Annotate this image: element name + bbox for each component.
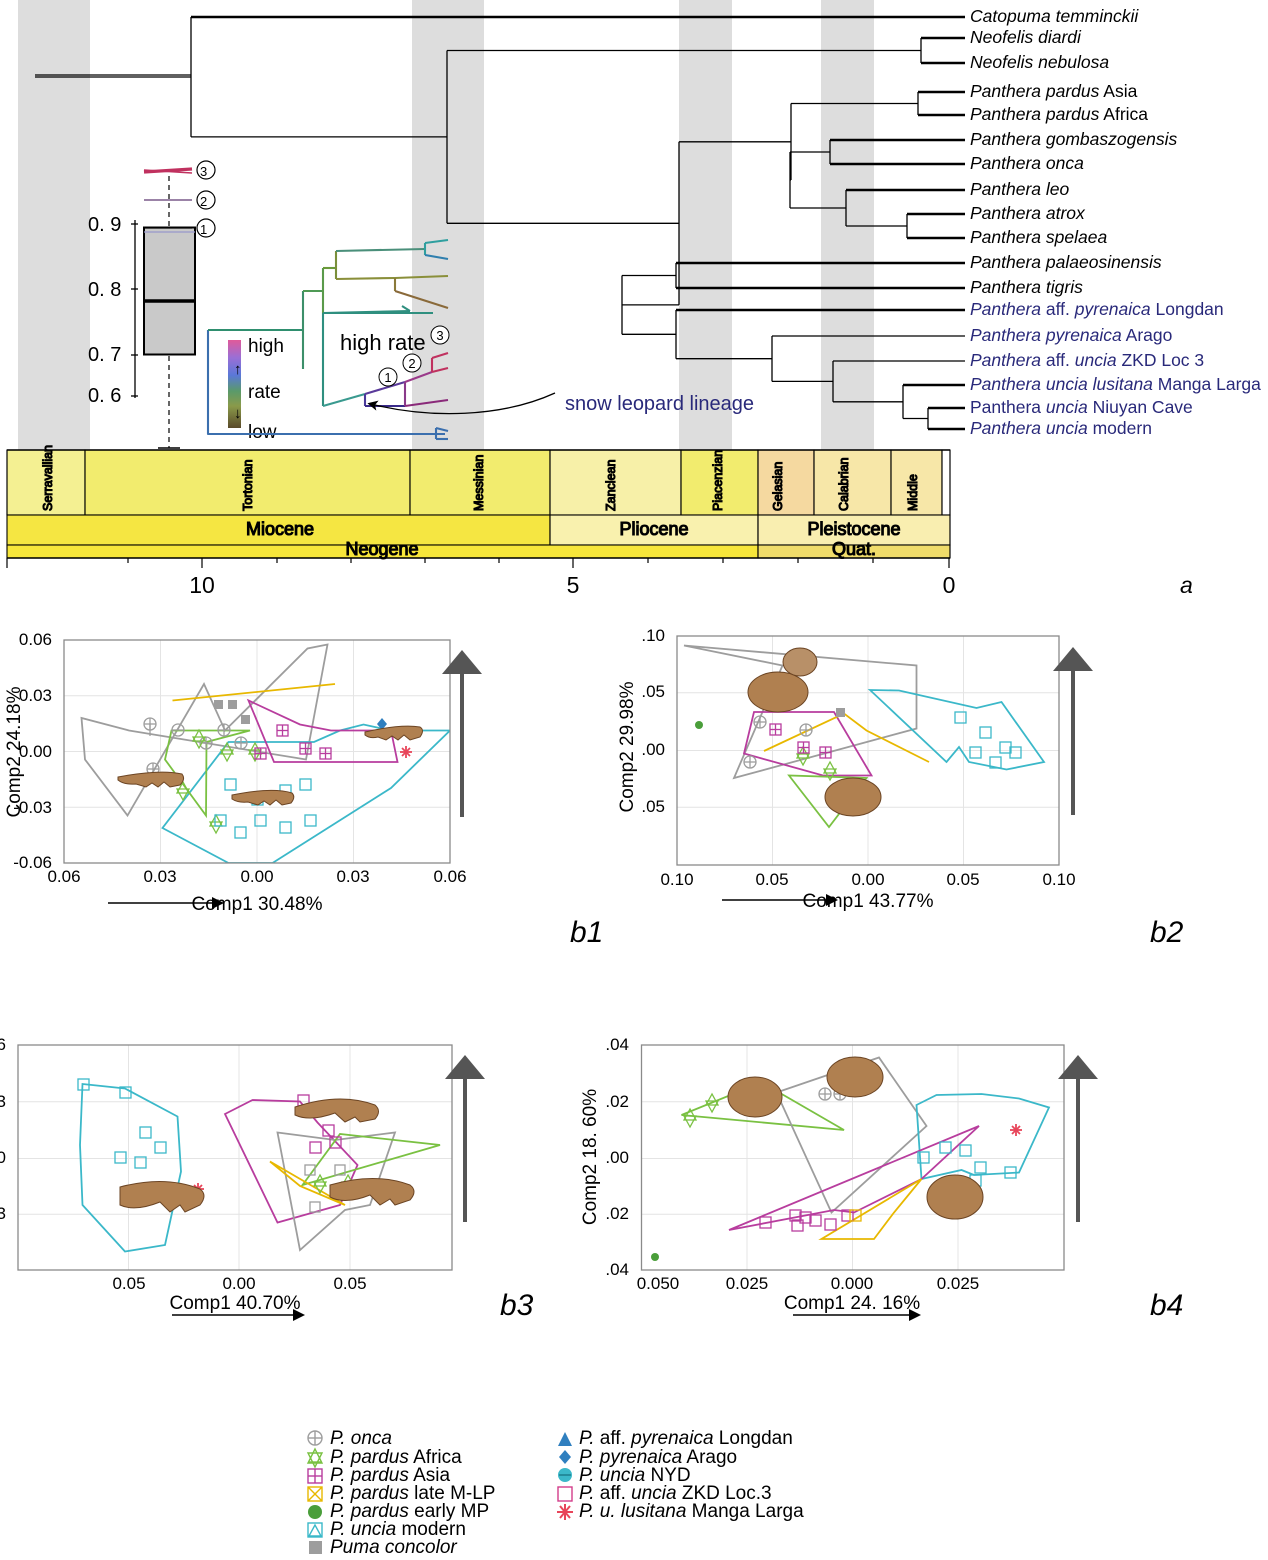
svg-text:-0.06: -0.06 bbox=[13, 853, 52, 872]
svg-text:0.06: 0.06 bbox=[433, 867, 466, 886]
svg-text:b1: b1 bbox=[570, 916, 603, 949]
svg-text:Panthera aff. pyrenaica Longda: Panthera aff. pyrenaica Longdan bbox=[970, 299, 1224, 319]
svg-text:low: low bbox=[248, 422, 277, 443]
svg-text:Neofelis nebulosa: Neofelis nebulosa bbox=[970, 52, 1109, 72]
svg-text:Panthera onca: Panthera onca bbox=[970, 153, 1084, 173]
svg-text:rate: rate bbox=[248, 382, 281, 403]
svg-text:.04: .04 bbox=[605, 1260, 629, 1279]
svg-text:0.05: 0.05 bbox=[112, 1274, 145, 1293]
svg-text:0.05: 0.05 bbox=[946, 870, 979, 889]
svg-text:0.06: 0.06 bbox=[0, 1035, 6, 1054]
svg-text:Zanclean: Zanclean bbox=[604, 460, 618, 511]
svg-text:0. 7: 0. 7 bbox=[88, 344, 121, 366]
svg-text:Calabrian: Calabrian bbox=[837, 457, 851, 511]
svg-text:Panthera leo: Panthera leo bbox=[970, 179, 1070, 199]
svg-text:.00: .00 bbox=[605, 1148, 629, 1167]
svg-text:Comp1 30.48%: Comp1 30.48% bbox=[192, 894, 323, 915]
svg-text:0.000: 0.000 bbox=[831, 1274, 874, 1293]
svg-text:0.050: 0.050 bbox=[637, 1274, 680, 1293]
svg-text:Panthera palaeosinensis: Panthera palaeosinensis bbox=[970, 252, 1162, 272]
svg-text:10: 10 bbox=[189, 572, 215, 597]
svg-text:.00: .00 bbox=[641, 740, 665, 759]
svg-text:Piacenzian: Piacenzian bbox=[711, 450, 725, 511]
svg-text:1: 1 bbox=[384, 370, 391, 385]
svg-text:Quat.: Quat. bbox=[832, 539, 876, 559]
svg-text:Panthera tigris: Panthera tigris bbox=[970, 277, 1083, 297]
svg-text:0.10: 0.10 bbox=[660, 870, 693, 889]
svg-text:2: 2 bbox=[408, 356, 415, 371]
svg-text:Panthera pyrenaica Arago: Panthera pyrenaica Arago bbox=[970, 325, 1172, 345]
svg-text:0. 9: 0. 9 bbox=[88, 214, 121, 236]
svg-text:Pleistocene: Pleistocene bbox=[807, 519, 900, 539]
svg-text:.02: .02 bbox=[605, 1092, 629, 1111]
svg-text:.05: .05 bbox=[641, 797, 665, 816]
svg-text:high: high bbox=[248, 336, 284, 357]
svg-text:0. 8: 0. 8 bbox=[88, 279, 121, 301]
svg-text:Neofelis diardi: Neofelis diardi bbox=[970, 27, 1082, 47]
svg-text:Neogene: Neogene bbox=[345, 539, 418, 559]
svg-text:Comp2 24.18%: Comp2 24.18% bbox=[4, 686, 25, 817]
svg-text:0.06: 0.06 bbox=[19, 630, 52, 649]
svg-text:0.05: 0.05 bbox=[755, 870, 788, 889]
svg-text:Comp2 29.98%: Comp2 29.98% bbox=[617, 681, 638, 812]
svg-text:5: 5 bbox=[567, 572, 580, 597]
svg-text:↑: ↑ bbox=[234, 361, 242, 378]
svg-text:Panthera aff. uncia ZKD Loc 3: Panthera aff. uncia ZKD Loc 3 bbox=[970, 350, 1204, 370]
svg-text:-0.03: -0.03 bbox=[0, 1204, 6, 1223]
svg-text:0.03: 0.03 bbox=[143, 867, 176, 886]
svg-text:snow leopard lineage: snow leopard lineage bbox=[565, 393, 754, 415]
svg-text:0. 6: 0. 6 bbox=[88, 385, 121, 407]
svg-text:P. aff. pyrenaica Longdan: P. aff. pyrenaica Longdan bbox=[579, 1428, 793, 1449]
svg-text:Gelasian: Gelasian bbox=[771, 462, 785, 511]
svg-text:high rate: high rate bbox=[340, 330, 426, 355]
svg-text:3: 3 bbox=[436, 328, 443, 343]
svg-text:2: 2 bbox=[200, 194, 207, 209]
svg-text:Panthera uncia modern: Panthera uncia modern bbox=[970, 418, 1152, 438]
svg-text:0.025: 0.025 bbox=[726, 1274, 769, 1293]
svg-text:0.00: 0.00 bbox=[222, 1274, 255, 1293]
svg-text:0: 0 bbox=[943, 572, 956, 597]
svg-text:Panthera uncia Niuyan Cave: Panthera uncia Niuyan Cave bbox=[970, 397, 1193, 417]
svg-text:Tortonian: Tortonian bbox=[241, 460, 255, 511]
svg-text:Pliocene: Pliocene bbox=[619, 519, 688, 539]
svg-text:.10: .10 bbox=[641, 626, 665, 645]
svg-text:Messinian: Messinian bbox=[472, 455, 486, 511]
svg-text:1: 1 bbox=[200, 222, 207, 237]
svg-text:0.00: 0.00 bbox=[851, 870, 884, 889]
svg-text:0.03: 0.03 bbox=[0, 1092, 6, 1111]
svg-text:P. onca: P. onca bbox=[330, 1428, 392, 1449]
svg-text:Panthera pardus Africa: Panthera pardus Africa bbox=[970, 104, 1148, 124]
svg-text:Comp2 18. 60%: Comp2 18. 60% bbox=[580, 1089, 601, 1225]
svg-text:0.00: 0.00 bbox=[0, 1148, 6, 1167]
svg-text:Panthera pardus Asia: Panthera pardus Asia bbox=[970, 81, 1138, 101]
svg-text:b2: b2 bbox=[1150, 916, 1184, 949]
svg-text:0.00: 0.00 bbox=[240, 867, 273, 886]
svg-text:Middle: Middle bbox=[906, 474, 920, 511]
svg-text:Serravallian: Serravallian bbox=[41, 445, 55, 511]
svg-text:P. u. lusitana Manga Larga: P. u. lusitana Manga Larga bbox=[579, 1501, 804, 1522]
svg-text:Miocene: Miocene bbox=[246, 519, 314, 539]
svg-text:0.03: 0.03 bbox=[336, 867, 369, 886]
svg-text:.02: .02 bbox=[605, 1204, 629, 1223]
svg-text:↓: ↓ bbox=[234, 405, 242, 422]
svg-text:Catopuma temminckii: Catopuma temminckii bbox=[970, 6, 1139, 26]
svg-text:Panthera spelaea: Panthera spelaea bbox=[970, 227, 1107, 247]
svg-text:0.10: 0.10 bbox=[1042, 870, 1075, 889]
svg-text:0.06: 0.06 bbox=[47, 867, 80, 886]
svg-text:3: 3 bbox=[200, 164, 207, 179]
svg-text:.04: .04 bbox=[605, 1035, 629, 1054]
svg-text:.05: .05 bbox=[641, 682, 665, 701]
svg-text:0.05: 0.05 bbox=[333, 1274, 366, 1293]
svg-text:Panthera gombaszogensis: Panthera gombaszogensis bbox=[970, 129, 1177, 149]
svg-text:Panthera atrox: Panthera atrox bbox=[970, 203, 1086, 223]
svg-text:Puma concolor: Puma concolor bbox=[330, 1537, 457, 1558]
svg-text:0.025: 0.025 bbox=[937, 1274, 980, 1293]
svg-text:a: a bbox=[1180, 572, 1193, 597]
svg-text:Comp1 43.77%: Comp1 43.77% bbox=[803, 891, 934, 912]
svg-text:Panthera uncia lusitana Manga: Panthera uncia lusitana Manga Larga bbox=[970, 374, 1261, 394]
